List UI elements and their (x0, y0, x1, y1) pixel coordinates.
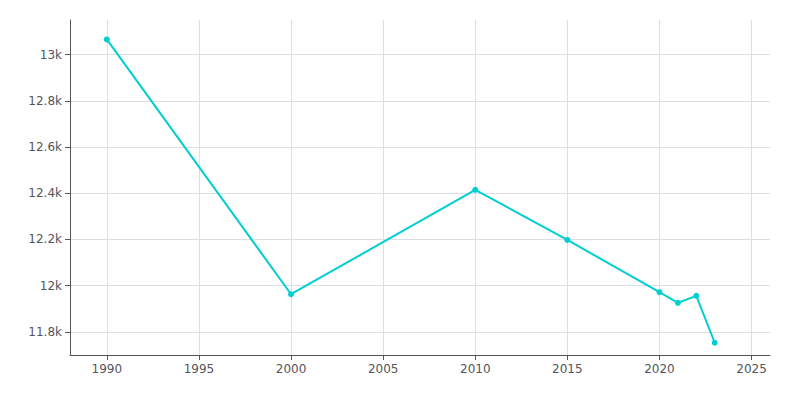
svg-text:11.8k: 11.8k (28, 325, 62, 339)
svg-text:2005: 2005 (368, 362, 399, 376)
svg-text:2000: 2000 (276, 362, 307, 376)
svg-text:2025: 2025 (736, 362, 767, 376)
svg-text:12k: 12k (40, 279, 62, 293)
svg-text:2010: 2010 (460, 362, 491, 376)
svg-text:12.4k: 12.4k (28, 186, 62, 200)
svg-text:2015: 2015 (552, 362, 583, 376)
svg-text:12.2k: 12.2k (28, 232, 62, 246)
svg-text:1995: 1995 (184, 362, 215, 376)
svg-text:13k: 13k (40, 48, 62, 62)
svg-text:12.8k: 12.8k (28, 94, 62, 108)
svg-text:1990: 1990 (92, 362, 123, 376)
svg-text:2020: 2020 (644, 362, 675, 376)
svg-text:12.6k: 12.6k (28, 140, 62, 154)
